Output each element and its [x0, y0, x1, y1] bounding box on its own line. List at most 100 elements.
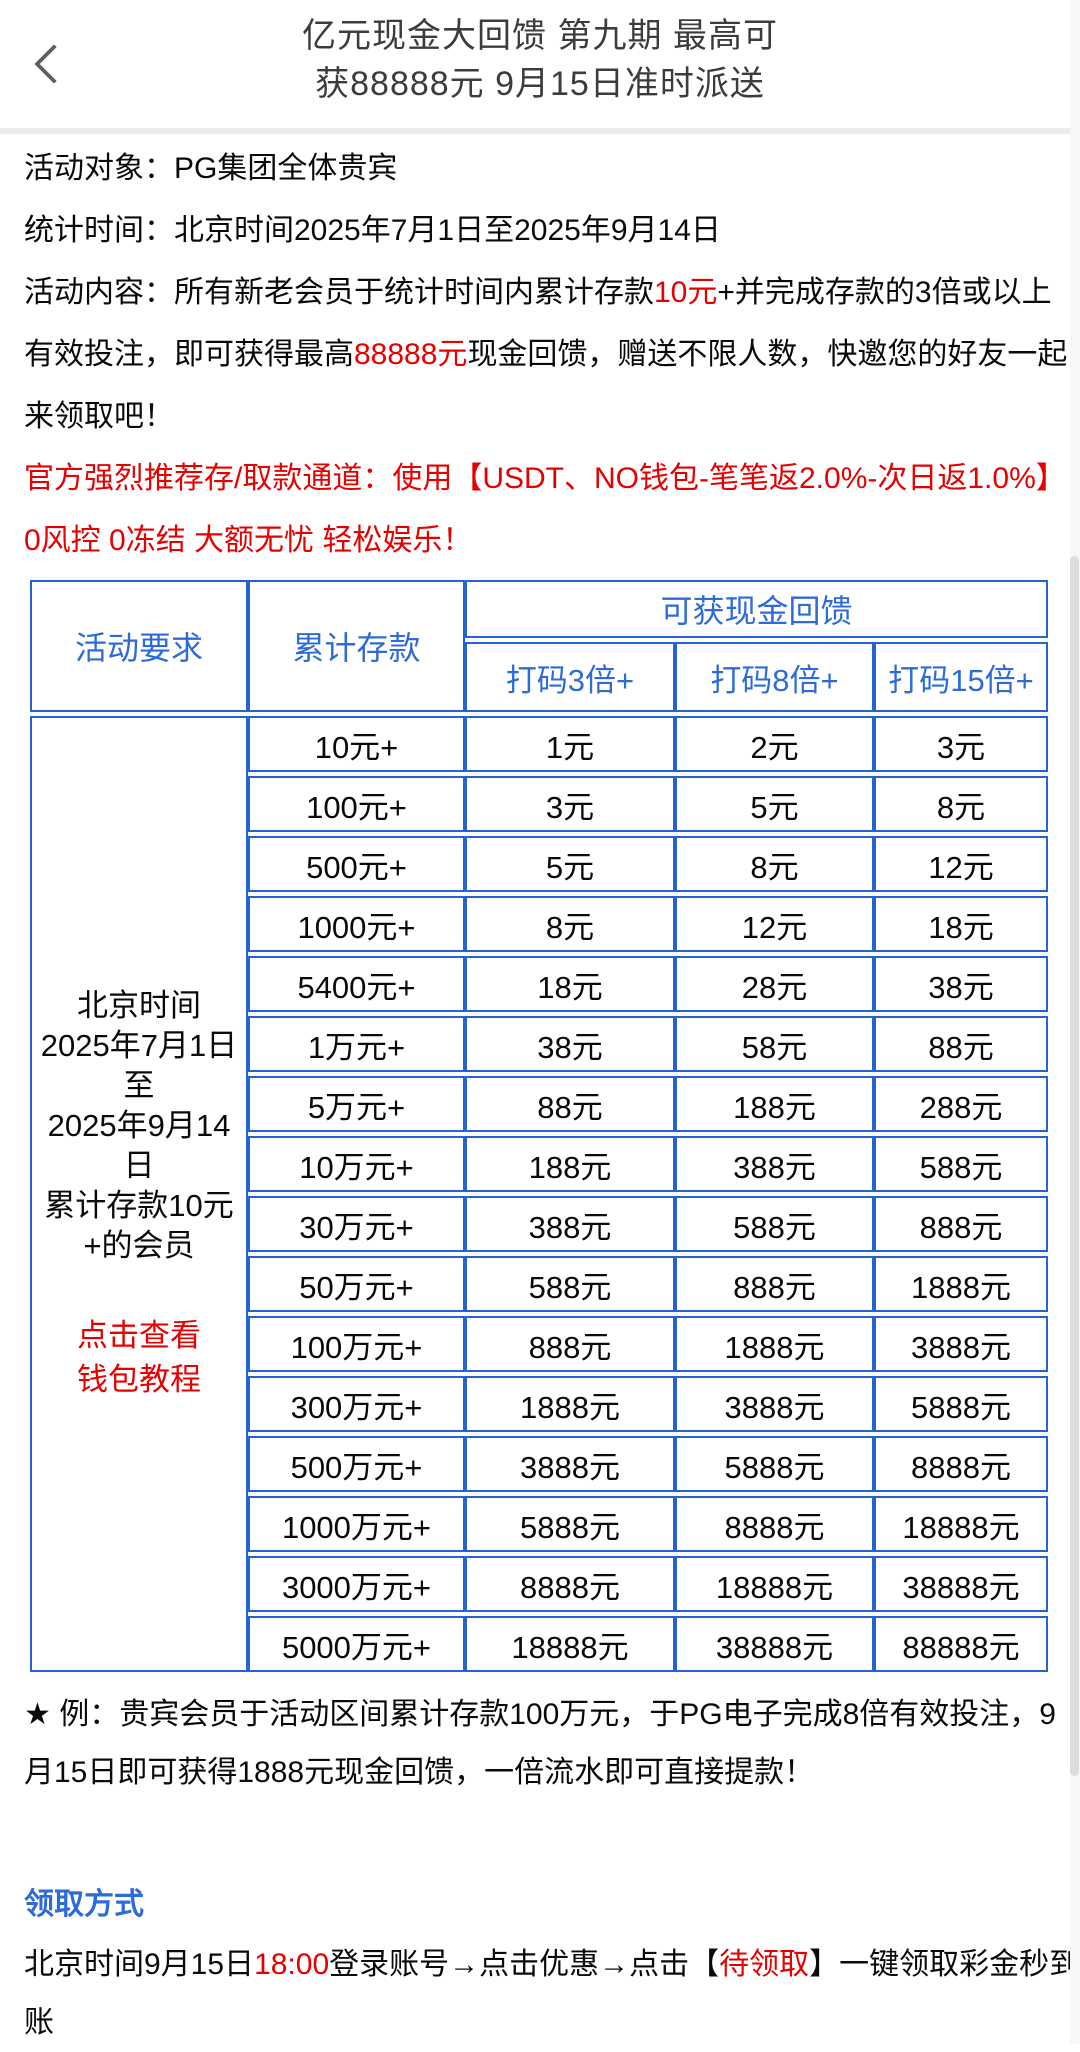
table-cell: 588元	[465, 1256, 675, 1312]
table-cell: 1888元	[465, 1376, 675, 1432]
max-bonus-highlight: 88888元	[354, 338, 468, 371]
table-cell: 188元	[465, 1136, 675, 1192]
example-line-2: 月15日即可获得1888元现金回馈，一倍流水即可直接提款！	[24, 1756, 815, 1789]
table-cell: 18元	[874, 896, 1049, 952]
table-cell: 18888元	[675, 1556, 874, 1612]
table-cell: 5888元	[675, 1436, 874, 1492]
requirement-cell: 北京时间 2025年7月1日 至 2025年9月14日 累计存款10元 +的会员…	[30, 716, 248, 1672]
promo-intro: 活动对象：PG集团全体贵宾 统计时间：北京时间2025年7月1日至2025年9月…	[0, 138, 1080, 572]
table-cell: 888元	[465, 1316, 675, 1372]
table-cell: 5元	[675, 776, 874, 832]
claim-line-1: 北京时间9月15日18:00登录账号→点击优惠→点击【待领取】一键领取彩金秒到	[24, 1948, 1080, 1981]
col-header-cashback: 可获现金回馈	[465, 580, 1049, 638]
col-header-deposit: 累计存款	[248, 580, 465, 712]
table-cell: 88888元	[874, 1616, 1049, 1672]
table-cell: 1元	[465, 716, 675, 772]
header-divider	[0, 128, 1080, 134]
table-cell: 3888元	[675, 1376, 874, 1432]
table-cell: 88元	[874, 1016, 1049, 1072]
requirement-spacer	[33, 1266, 245, 1314]
table-cell: 1000元+	[248, 896, 465, 952]
rewards-table-wrap: 活动要求 累计存款 可获现金回馈 打码3倍+ 打码8倍+ 打码15倍+ 北京时间…	[30, 576, 1050, 1676]
table-cell: 5888元	[874, 1376, 1049, 1432]
claim-line-2: 账	[24, 2006, 54, 2039]
content-line-1: 活动内容：所有新老会员于统计时间内累计存款10元+并完成存款的3倍或以上	[24, 276, 1052, 309]
table-cell: 18888元	[465, 1616, 675, 1672]
table-cell: 5400元+	[248, 956, 465, 1012]
content-line-2: 有效投注，即可获得最高88888元现金回馈，赠送不限人数，快邀您的好友一起	[24, 338, 1068, 371]
table-cell: 10元+	[248, 716, 465, 772]
table-cell: 3元	[874, 716, 1049, 772]
col-header-wager-15x: 打码15倍+	[874, 642, 1049, 712]
page-title-line1: 亿元现金大回馈 第九期 最高可	[302, 17, 778, 55]
example-line-1: ★ 例：贵宾会员于活动区间累计存款100万元，于PG电子完成8倍有效投注，9	[24, 1698, 1056, 1731]
table-cell: 38元	[465, 1016, 675, 1072]
table-cell: 500万元+	[248, 1436, 465, 1492]
table-cell: 5000万元+	[248, 1616, 465, 1672]
rewards-table: 活动要求 累计存款 可获现金回馈 打码3倍+ 打码8倍+ 打码15倍+ 北京时间…	[30, 576, 1049, 1676]
claim-method-text: 北京时间9月15日18:00登录账号→点击优惠→点击【待领取】一键领取彩金秒到 …	[0, 1936, 1080, 2052]
audience-line: 活动对象：PG集团全体贵宾	[24, 152, 398, 185]
table-cell: 588元	[675, 1196, 874, 1252]
table-cell: 8888元	[675, 1496, 874, 1552]
table-cell: 388元	[675, 1136, 874, 1192]
table-cell: 5888元	[465, 1496, 675, 1552]
table-cell: 8元	[465, 896, 675, 952]
table-cell: 28元	[675, 956, 874, 1012]
scrollbar-thumb[interactable]	[1070, 556, 1079, 1776]
table-cell: 10万元+	[248, 1136, 465, 1192]
table-cell: 12元	[874, 836, 1049, 892]
table-cell: 500元+	[248, 836, 465, 892]
table-cell: 1888元	[675, 1316, 874, 1372]
period-line: 统计时间：北京时间2025年7月1日至2025年9月14日	[24, 214, 721, 247]
table-cell: 100元+	[248, 776, 465, 832]
table-cell: 1000万元+	[248, 1496, 465, 1552]
table-cell: 1888元	[874, 1256, 1049, 1312]
page-title-line2: 获88888元 9月15日准时派送	[315, 65, 765, 103]
col-header-requirement: 活动要求	[30, 580, 248, 712]
table-cell: 100万元+	[248, 1316, 465, 1372]
table-cell: 2元	[675, 716, 874, 772]
table-cell: 588元	[874, 1136, 1049, 1192]
table-cell: 30万元+	[248, 1196, 465, 1252]
pending-claim-highlight: 待领取	[719, 1948, 810, 1981]
channel-recommend-line: 官方强烈推荐存/取款通道：使用【USDT、NO钱包-笔笔返2.0%-次日返1.0…	[24, 462, 1066, 495]
table-cell: 1万元+	[248, 1016, 465, 1072]
table-cell: 3888元	[874, 1316, 1049, 1372]
table-cell: 38888元	[675, 1616, 874, 1672]
table-cell: 5万元+	[248, 1076, 465, 1132]
table-cell: 18元	[465, 956, 675, 1012]
claim-method-heading: 领取方式	[24, 1888, 144, 1921]
table-cell: 8元	[675, 836, 874, 892]
claim-time-highlight: 18:00	[254, 1948, 330, 1981]
table-cell: 18888元	[874, 1496, 1049, 1552]
table-cell: 38元	[874, 956, 1049, 1012]
table-cell: 12元	[675, 896, 874, 952]
min-deposit-highlight: 10元	[654, 276, 718, 309]
wallet-tutorial-link[interactable]: 点击查看 钱包教程	[77, 1318, 201, 1397]
table-cell: 5元	[465, 836, 675, 892]
table-cell: 50万元+	[248, 1256, 465, 1312]
table-cell: 288元	[874, 1076, 1049, 1132]
col-header-wager-3x: 打码3倍+	[465, 642, 675, 712]
page-title: 亿元现金大回馈 第九期 最高可 获88888元 9月15日准时派送	[0, 0, 1080, 108]
back-button[interactable]	[30, 34, 76, 90]
col-header-wager-8x: 打码8倍+	[675, 642, 874, 712]
table-cell: 888元	[874, 1196, 1049, 1252]
table-cell: 38888元	[874, 1556, 1049, 1612]
table-cell: 8元	[874, 776, 1049, 832]
back-chevron-icon	[34, 44, 74, 84]
example-note: ★ 例：贵宾会员于活动区间累计存款100万元，于PG电子完成8倍有效投注，9 月…	[0, 1686, 1080, 1802]
table-cell: 58元	[675, 1016, 874, 1072]
table-cell: 3元	[465, 776, 675, 832]
table-cell: 8888元	[465, 1556, 675, 1612]
table-cell: 188元	[675, 1076, 874, 1132]
table-cell: 8888元	[874, 1436, 1049, 1492]
channel-slogan-line: 0风控 0冻结 大额无忧 轻松娱乐！	[24, 524, 473, 557]
table-cell: 3888元	[465, 1436, 675, 1492]
requirement-text: 北京时间 2025年7月1日 至 2025年9月14日 累计存款10元 +的会员	[40, 988, 238, 1263]
table-cell: 88元	[465, 1076, 675, 1132]
app-bar: 亿元现金大回馈 第九期 最高可 获88888元 9月15日准时派送	[0, 0, 1080, 128]
table-cell: 888元	[675, 1256, 874, 1312]
table-cell: 3000万元+	[248, 1556, 465, 1612]
